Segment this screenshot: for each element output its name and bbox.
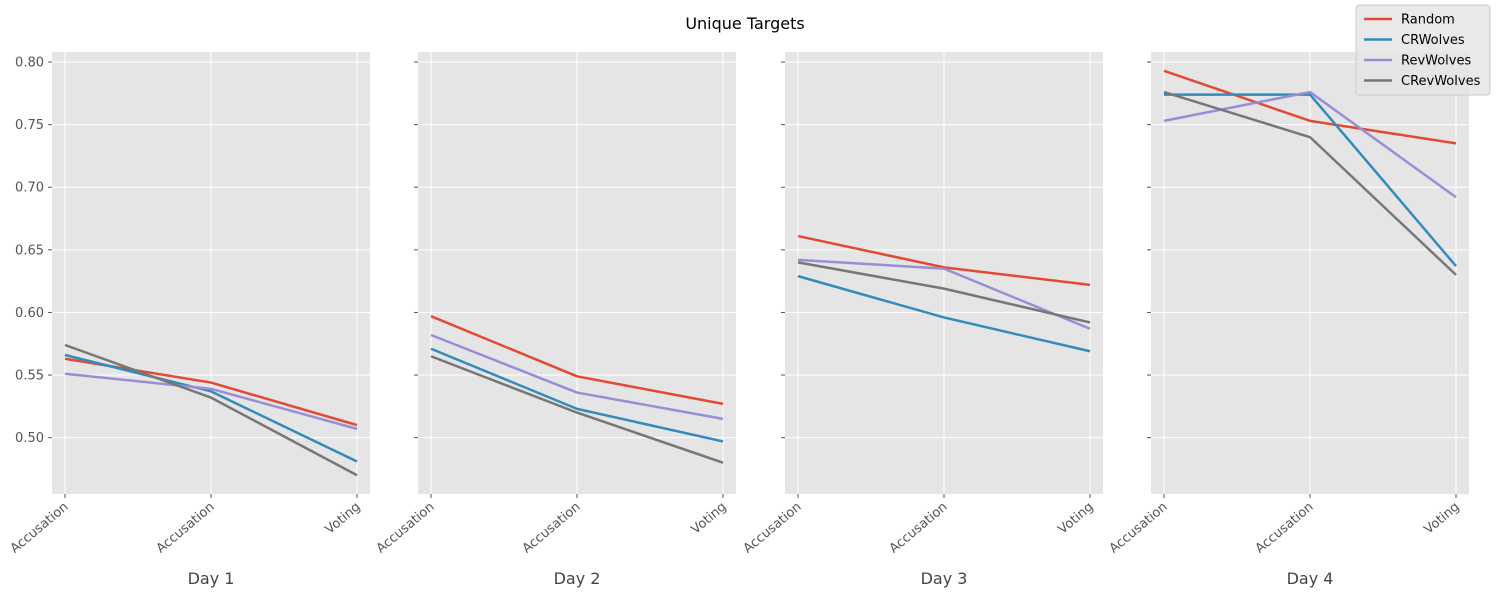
chart-panel-1: 0.50 0.55 0.60 0.65 0.70 0.75 0.80 Accusation Ac… xyxy=(8,52,370,588)
series-line-random xyxy=(1163,69,1457,145)
x-axis-label: Day 2 xyxy=(554,569,601,588)
x-axis-label: Day 1 xyxy=(188,569,235,588)
y-tick-label: 0.75 xyxy=(15,118,44,133)
series-line-crevwolves xyxy=(64,343,358,477)
x-tick-label: Voting xyxy=(688,500,729,538)
legend-label-revwolves: RevWolves xyxy=(1401,54,1471,69)
x-tick-label: Accusation xyxy=(154,500,218,557)
y-tick-label: 0.65 xyxy=(15,243,44,258)
series-line-crevwolves xyxy=(430,355,724,464)
x-tick-label: Accusation xyxy=(8,500,72,557)
legend-label-crevwolves: CRevWolves xyxy=(1401,74,1481,89)
x-axis-label: Day 3 xyxy=(921,569,968,588)
x-tick-label: Voting xyxy=(1421,500,1462,538)
chart-panel-2: Accusation Accusation Voting Day 2 xyxy=(374,52,736,588)
series-line-revwolves xyxy=(1163,90,1457,199)
x-tick-label: Accusation xyxy=(1253,500,1317,557)
series-line-revwolves xyxy=(64,372,358,431)
series-line-crevwolves xyxy=(1163,90,1457,276)
x-axis-label: Day 4 xyxy=(1287,569,1334,588)
series-line-random xyxy=(430,315,724,406)
series-line-revwolves xyxy=(797,258,1091,330)
chart-title: Unique Targets xyxy=(685,14,804,33)
legend-label-crwolves: CRWolves xyxy=(1401,33,1465,48)
x-tick-label: Accusation xyxy=(1107,500,1171,557)
series-line-revwolves xyxy=(430,333,724,421)
legend-label-random: Random xyxy=(1401,13,1455,28)
y-tick-label: 0.60 xyxy=(15,306,44,321)
y-tick-label: 0.70 xyxy=(15,181,44,196)
chart-panel-3: Accusation Accusation Voting Day 3 xyxy=(741,52,1103,588)
x-tick-label: Accusation xyxy=(887,500,951,557)
series-line-crwolves xyxy=(64,353,358,463)
x-tick-label: Voting xyxy=(1055,500,1096,538)
chart-legend: Random CRWolves RevWolves CRevWolves xyxy=(1355,4,1491,96)
legend-box xyxy=(1355,4,1491,96)
series-line-crevwolves xyxy=(797,261,1091,324)
x-tick-label: Accusation xyxy=(520,500,584,557)
series-line-crwolves xyxy=(797,274,1091,353)
x-tick-label: Accusation xyxy=(741,500,805,557)
y-tick-label: 0.50 xyxy=(15,431,44,446)
x-tick-label: Accusation xyxy=(374,500,438,557)
chart-panel-4: Accusation Accusation Voting Day 4 xyxy=(1107,52,1469,588)
x-tick-label: Voting xyxy=(322,500,363,538)
y-tick-label: 0.80 xyxy=(15,56,44,71)
series-line-crwolves xyxy=(1164,93,1457,267)
y-tick-label: 0.55 xyxy=(15,369,44,384)
series-line-crwolves xyxy=(430,347,724,443)
